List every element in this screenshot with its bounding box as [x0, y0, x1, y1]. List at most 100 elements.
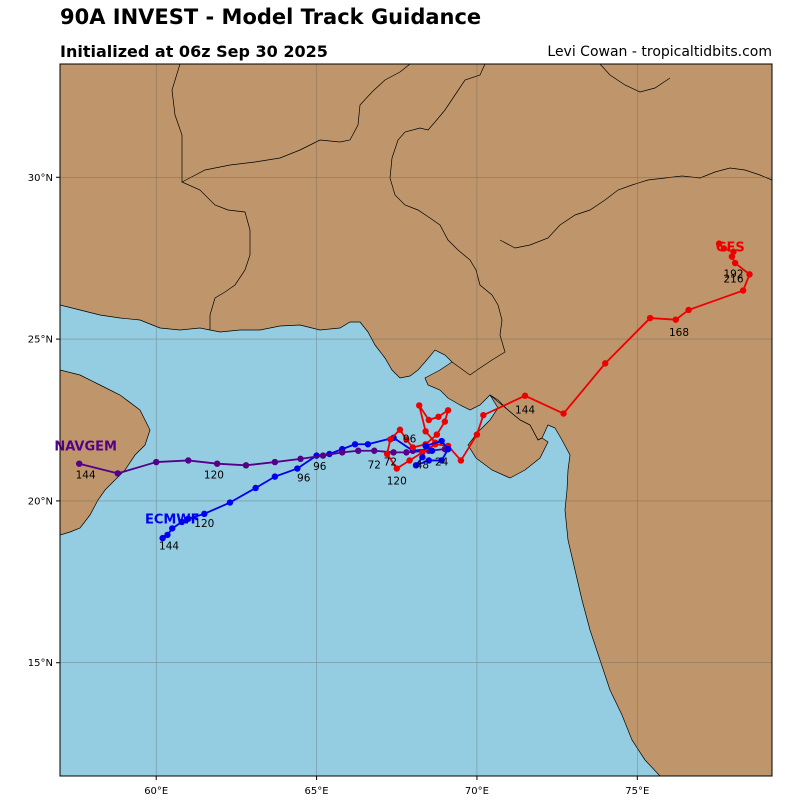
lat-tick-label: 15°N	[28, 658, 53, 669]
track-point	[444, 445, 452, 453]
track-point	[271, 473, 279, 480]
track-ecmwf: 96 120 144 ECMWF	[145, 434, 433, 552]
track-point	[406, 457, 413, 464]
track-point	[169, 525, 176, 532]
forecast-hour-label: 96	[297, 472, 311, 484]
track-point	[185, 457, 192, 464]
track-point	[560, 410, 567, 417]
land-mass	[60, 64, 772, 776]
track-point	[242, 462, 250, 469]
track-point	[438, 437, 445, 445]
track-point	[393, 465, 400, 472]
track-point	[602, 360, 609, 367]
track-point	[428, 447, 436, 454]
track-point	[153, 458, 160, 466]
track-point	[422, 442, 429, 450]
model-name-label: GFS	[716, 241, 745, 256]
track-point	[383, 450, 391, 458]
track-point	[371, 447, 378, 454]
land-mass-oman	[60, 369, 151, 536]
track-point	[355, 447, 362, 454]
track-point	[271, 458, 279, 466]
forecast-hour-label: 120	[194, 518, 214, 530]
lat-tick-label: 30°N	[28, 173, 53, 184]
track-point	[438, 457, 445, 464]
track-point	[646, 314, 654, 322]
forecast-hour-label: 168	[669, 327, 689, 339]
track-point	[213, 460, 221, 467]
track-point	[178, 518, 186, 526]
map-subtitle: Initialized at 06z Sep 30 2025	[60, 42, 328, 61]
track-point	[412, 462, 420, 469]
track-point	[252, 484, 259, 492]
forecast-hour-label: 24	[435, 456, 449, 468]
lon-tick-label: 75°E	[625, 786, 649, 797]
track-point	[185, 515, 192, 522]
track-point	[728, 253, 736, 260]
track-point	[473, 431, 481, 438]
forecast-hour-label: 48	[416, 460, 429, 472]
track-point	[409, 444, 416, 451]
forecast-hour-label: 144	[159, 540, 179, 552]
track-point	[403, 449, 410, 456]
model-name-label: ECMWF	[145, 513, 200, 528]
forecast-hour-label: 144	[76, 469, 96, 481]
forecast-hour-label: 72	[384, 456, 397, 468]
model-name-label: NAVGEM	[54, 440, 117, 455]
track-point	[441, 418, 449, 425]
forecast-hour-label: 216	[723, 273, 743, 285]
model-tracks: 96 120 144 ECMWF 72 96 120 144 NAVGEM 120 144 168 19…	[54, 240, 753, 552]
track-navgem: 72 96 120 144 NAVGEM	[54, 440, 449, 481]
track-point	[297, 455, 304, 463]
track-point	[444, 407, 452, 414]
lon-tick-label: 70°E	[465, 786, 489, 797]
track-point	[319, 452, 327, 459]
track-point	[739, 287, 747, 294]
track-line	[79, 448, 445, 475]
track-point	[457, 457, 465, 464]
track-point	[159, 534, 166, 542]
track-point	[294, 465, 301, 472]
track-point	[480, 411, 487, 419]
lat-tick-label: 25°N	[28, 335, 53, 346]
lon-tick-label: 65°E	[305, 786, 329, 797]
credit-text: Levi Cowan - tropicaltidbits.com	[547, 44, 772, 60]
track-point	[403, 436, 410, 443]
track-point	[390, 449, 397, 456]
track-point	[433, 431, 441, 438]
track-point	[364, 441, 372, 448]
track-point	[435, 413, 442, 420]
forecast-hour-label: 120	[204, 469, 224, 481]
track-point	[720, 245, 728, 252]
track-point	[731, 259, 739, 267]
track-point	[672, 316, 679, 323]
forecast-hour-label: 96	[313, 461, 327, 473]
axis-ticks: 60°E 65°E 70°E 75°E 15°N 20°N 25°N 30°N	[28, 173, 650, 797]
lon-tick-label: 60°E	[144, 786, 168, 797]
track-point	[746, 271, 753, 278]
track-point	[351, 441, 359, 448]
track-point	[422, 428, 429, 435]
track-point	[164, 531, 171, 539]
map-title: 90A INVEST - Model Track Guidance	[60, 5, 482, 29]
forecast-hour-label: 144	[515, 405, 535, 417]
map-frame	[59, 63, 773, 777]
track-point	[425, 416, 433, 424]
track-point	[76, 460, 83, 467]
track-point	[425, 457, 433, 464]
track-point	[339, 449, 346, 456]
track-point	[201, 510, 208, 518]
track-point	[521, 392, 529, 399]
forecast-hour-label: 120	[387, 476, 407, 488]
forecast-hour-label: 72	[368, 460, 381, 472]
track-point	[419, 454, 426, 461]
track-point	[387, 436, 394, 443]
political-borders	[171, 64, 772, 376]
track-point	[416, 402, 423, 409]
track-point	[226, 499, 234, 506]
track-point	[685, 306, 692, 314]
track-point	[715, 240, 723, 247]
lat-tick-label: 20°N	[28, 496, 53, 507]
